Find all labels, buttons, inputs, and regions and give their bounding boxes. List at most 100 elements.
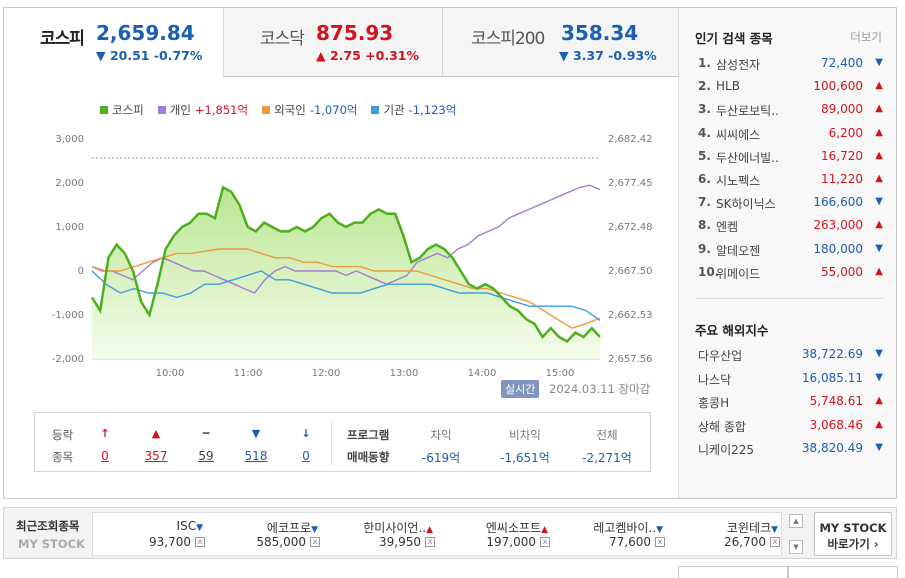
stock-name: 엔켐 (716, 220, 739, 235)
legend-label: 개인 (169, 103, 191, 117)
y-right-tick-label: 2,677.45 (608, 178, 653, 189)
popular-item[interactable]: 7. SK하이닉스 166,600 ▼ (695, 195, 883, 215)
recent-stock-item[interactable]: 한미사이언..▲ 39,950 x (323, 517, 435, 553)
popular-item[interactable]: 8. 엔켐 263,000 ▲ (695, 218, 883, 238)
down-arrow-icon: ▼ (875, 442, 883, 453)
close-icon[interactable]: x (540, 537, 550, 547)
scroll-down-icon[interactable]: ▼ (789, 540, 803, 554)
mystock-label: MY STOCK (819, 521, 887, 535)
global-index-item[interactable]: 다우산업 38,722.69 ▼ (695, 347, 883, 367)
y-right-tick-label: 2,667.50 (608, 266, 653, 277)
x-tick-label: 14:00 (468, 368, 497, 378)
series-line-kospi (90, 185, 601, 343)
limit-down-count[interactable]: 0 (302, 449, 310, 463)
up-arrow-icon: ▲ (875, 149, 883, 161)
popular-item[interactable]: 6. 시노펙스 11,220 ▲ (695, 172, 883, 192)
mystock-goto: 바로가기 › (827, 537, 879, 551)
recent-stock-name: 한미사이언..▲ (363, 519, 433, 536)
index-name: 나스닥 (698, 372, 732, 387)
mystock-button[interactable]: MY STOCK 바로가기 › (814, 512, 892, 556)
recent-stock-label: 한미사이언.. (363, 521, 427, 535)
y-left-tick-label: -1,000 (52, 310, 84, 321)
close-icon[interactable]: x (770, 537, 780, 547)
popular-item[interactable]: 4. 씨씨에스 6,200 ▲ (695, 126, 883, 146)
close-icon[interactable]: x (195, 537, 205, 547)
stock-name: HLB (716, 79, 740, 94)
tab-name: 코스피 (40, 29, 85, 49)
total-header: 전체 (596, 428, 618, 442)
up-arrow-icon: ▲ (875, 219, 883, 231)
tab-change: ▼ 20.51 -0.77% (96, 48, 203, 63)
close-icon[interactable]: x (425, 537, 435, 547)
up-arrow-icon: ▲ (875, 80, 883, 92)
down-arrow-icon: ▼ (875, 57, 883, 68)
recent-subtitle: MY STOCK (18, 537, 86, 551)
rank-number: 10. (698, 264, 720, 279)
tab-change: ▼ 3.37 -0.93% (559, 48, 657, 63)
recent-stock-item[interactable]: 코윈테크▼ 26,700 x (668, 517, 780, 553)
stock-name: 두산로보틱.. (716, 104, 779, 119)
recent-stocks-bar: 최근조회종목 MY STOCK ISC▼ 93,700 x 에코프로▼ 585,000 x… (3, 507, 897, 559)
limit-up-icon: ↑ (100, 427, 110, 440)
y-left-tick-label: 1,000 (55, 222, 84, 233)
legend-label: 기관 (383, 103, 405, 117)
x-tick-label: 15:00 (546, 368, 575, 378)
rank-number: 1. (698, 56, 711, 70)
down-arrow-icon: ▼ (771, 525, 778, 535)
more-link[interactable]: 더보기 (850, 30, 882, 44)
x-tick-label: 11:00 (234, 368, 263, 378)
global-index-item[interactable]: 니케이225 38,820.49 ▼ (695, 441, 883, 461)
recent-stock-price: 77,600 (609, 535, 651, 549)
close-icon[interactable]: x (310, 537, 320, 547)
down-arrow-icon: ▼ (875, 371, 883, 383)
stock-name: 위메이드 (716, 266, 761, 281)
up-arrow-icon: ▲ (875, 418, 883, 430)
global-title: 주요 해외지수 (695, 323, 769, 338)
stock-price: 89,000 (821, 102, 863, 117)
index-price: 38,820.49 (801, 441, 863, 455)
stock-label: 종목 (52, 450, 74, 464)
popular-item[interactable]: 3. 두산로보틱.. 89,000 ▲ (695, 102, 883, 122)
rise-count[interactable]: 357 (144, 449, 168, 463)
stock-price: 166,600 (813, 195, 863, 210)
tab-name: 코스닥 (260, 29, 305, 49)
tab-value: 358.34 (561, 21, 639, 45)
global-index-item[interactable]: 상해 종합 3,068.46 ▲ (695, 418, 883, 438)
up-arrow-icon: ▲ (426, 525, 433, 535)
stock-price: 55,000 (821, 264, 863, 279)
tab-kospi[interactable]: 코스피 2,659.84 ▼ 20.51 -0.77% (4, 8, 223, 77)
recent-stock-label: 엔씨소프트 (485, 521, 542, 535)
recent-stock-name: ISC▼ (177, 519, 203, 533)
popular-item[interactable]: 9. 알테오젠 180,000 ▼ (695, 242, 883, 262)
rank-number: 7. (698, 195, 711, 210)
recent-stock-label: 에코프로 (266, 521, 312, 535)
scroll-up-icon[interactable]: ▲ (789, 514, 803, 528)
down-arrow-icon: ▼ (311, 525, 318, 535)
tab-change: ▲ 2.75 +0.31% (316, 48, 419, 63)
recent-stock-item[interactable]: 엔씨소프트▲ 197,000 x (438, 517, 550, 553)
global-index-item[interactable]: 나스닥 16,085.11 ▼ (695, 371, 883, 391)
recent-stock-item[interactable]: ISC▼ 93,700 x (93, 517, 205, 553)
down-arrow-icon: ▼ (875, 348, 883, 359)
flat-count[interactable]: 59 (198, 449, 214, 463)
popular-item[interactable]: 2. HLB 100,600 ▲ (695, 79, 883, 99)
legend-swatch (157, 106, 166, 114)
global-index-item[interactable]: 홍콩H 5,748.61 ▲ (695, 394, 883, 414)
recent-stock-item[interactable]: 레고켐바이..▼ 77,600 x (553, 517, 665, 553)
fall-icon: ▼ (251, 427, 261, 440)
close-icon[interactable]: x (655, 537, 665, 547)
recent-stock-item[interactable]: 에코프로▼ 585,000 x (208, 517, 320, 553)
popular-item[interactable]: 5. 두산에너빌.. 16,720 ▲ (695, 149, 883, 169)
popular-item[interactable]: 10. 위메이드 55,000 ▲ (695, 265, 883, 285)
fall-count[interactable]: 518 (244, 449, 268, 463)
up-arrow-icon: ▲ (875, 265, 883, 277)
recent-stock-label: 레고켐바이.. (593, 521, 657, 535)
tab-kosdaq[interactable]: 코스닥 875.93 ▲ 2.75 +0.31% (223, 8, 442, 77)
limit-up-count[interactable]: 0 (101, 449, 109, 463)
popular-item[interactable]: 1. 삼성전자 72,400 ▼ (695, 56, 883, 76)
index-tabs: 코스피 2,659.84 ▼ 20.51 -0.77% 코스닥 875.93 ▲… (4, 8, 678, 77)
tab-kospi200[interactable]: 코스피200 358.34 ▼ 3.37 -0.93% (442, 8, 678, 77)
y-left-tick-label: 0 (78, 266, 84, 277)
recent-title: 최근조회종목 (16, 519, 80, 533)
stock-price: 263,000 (813, 218, 863, 233)
